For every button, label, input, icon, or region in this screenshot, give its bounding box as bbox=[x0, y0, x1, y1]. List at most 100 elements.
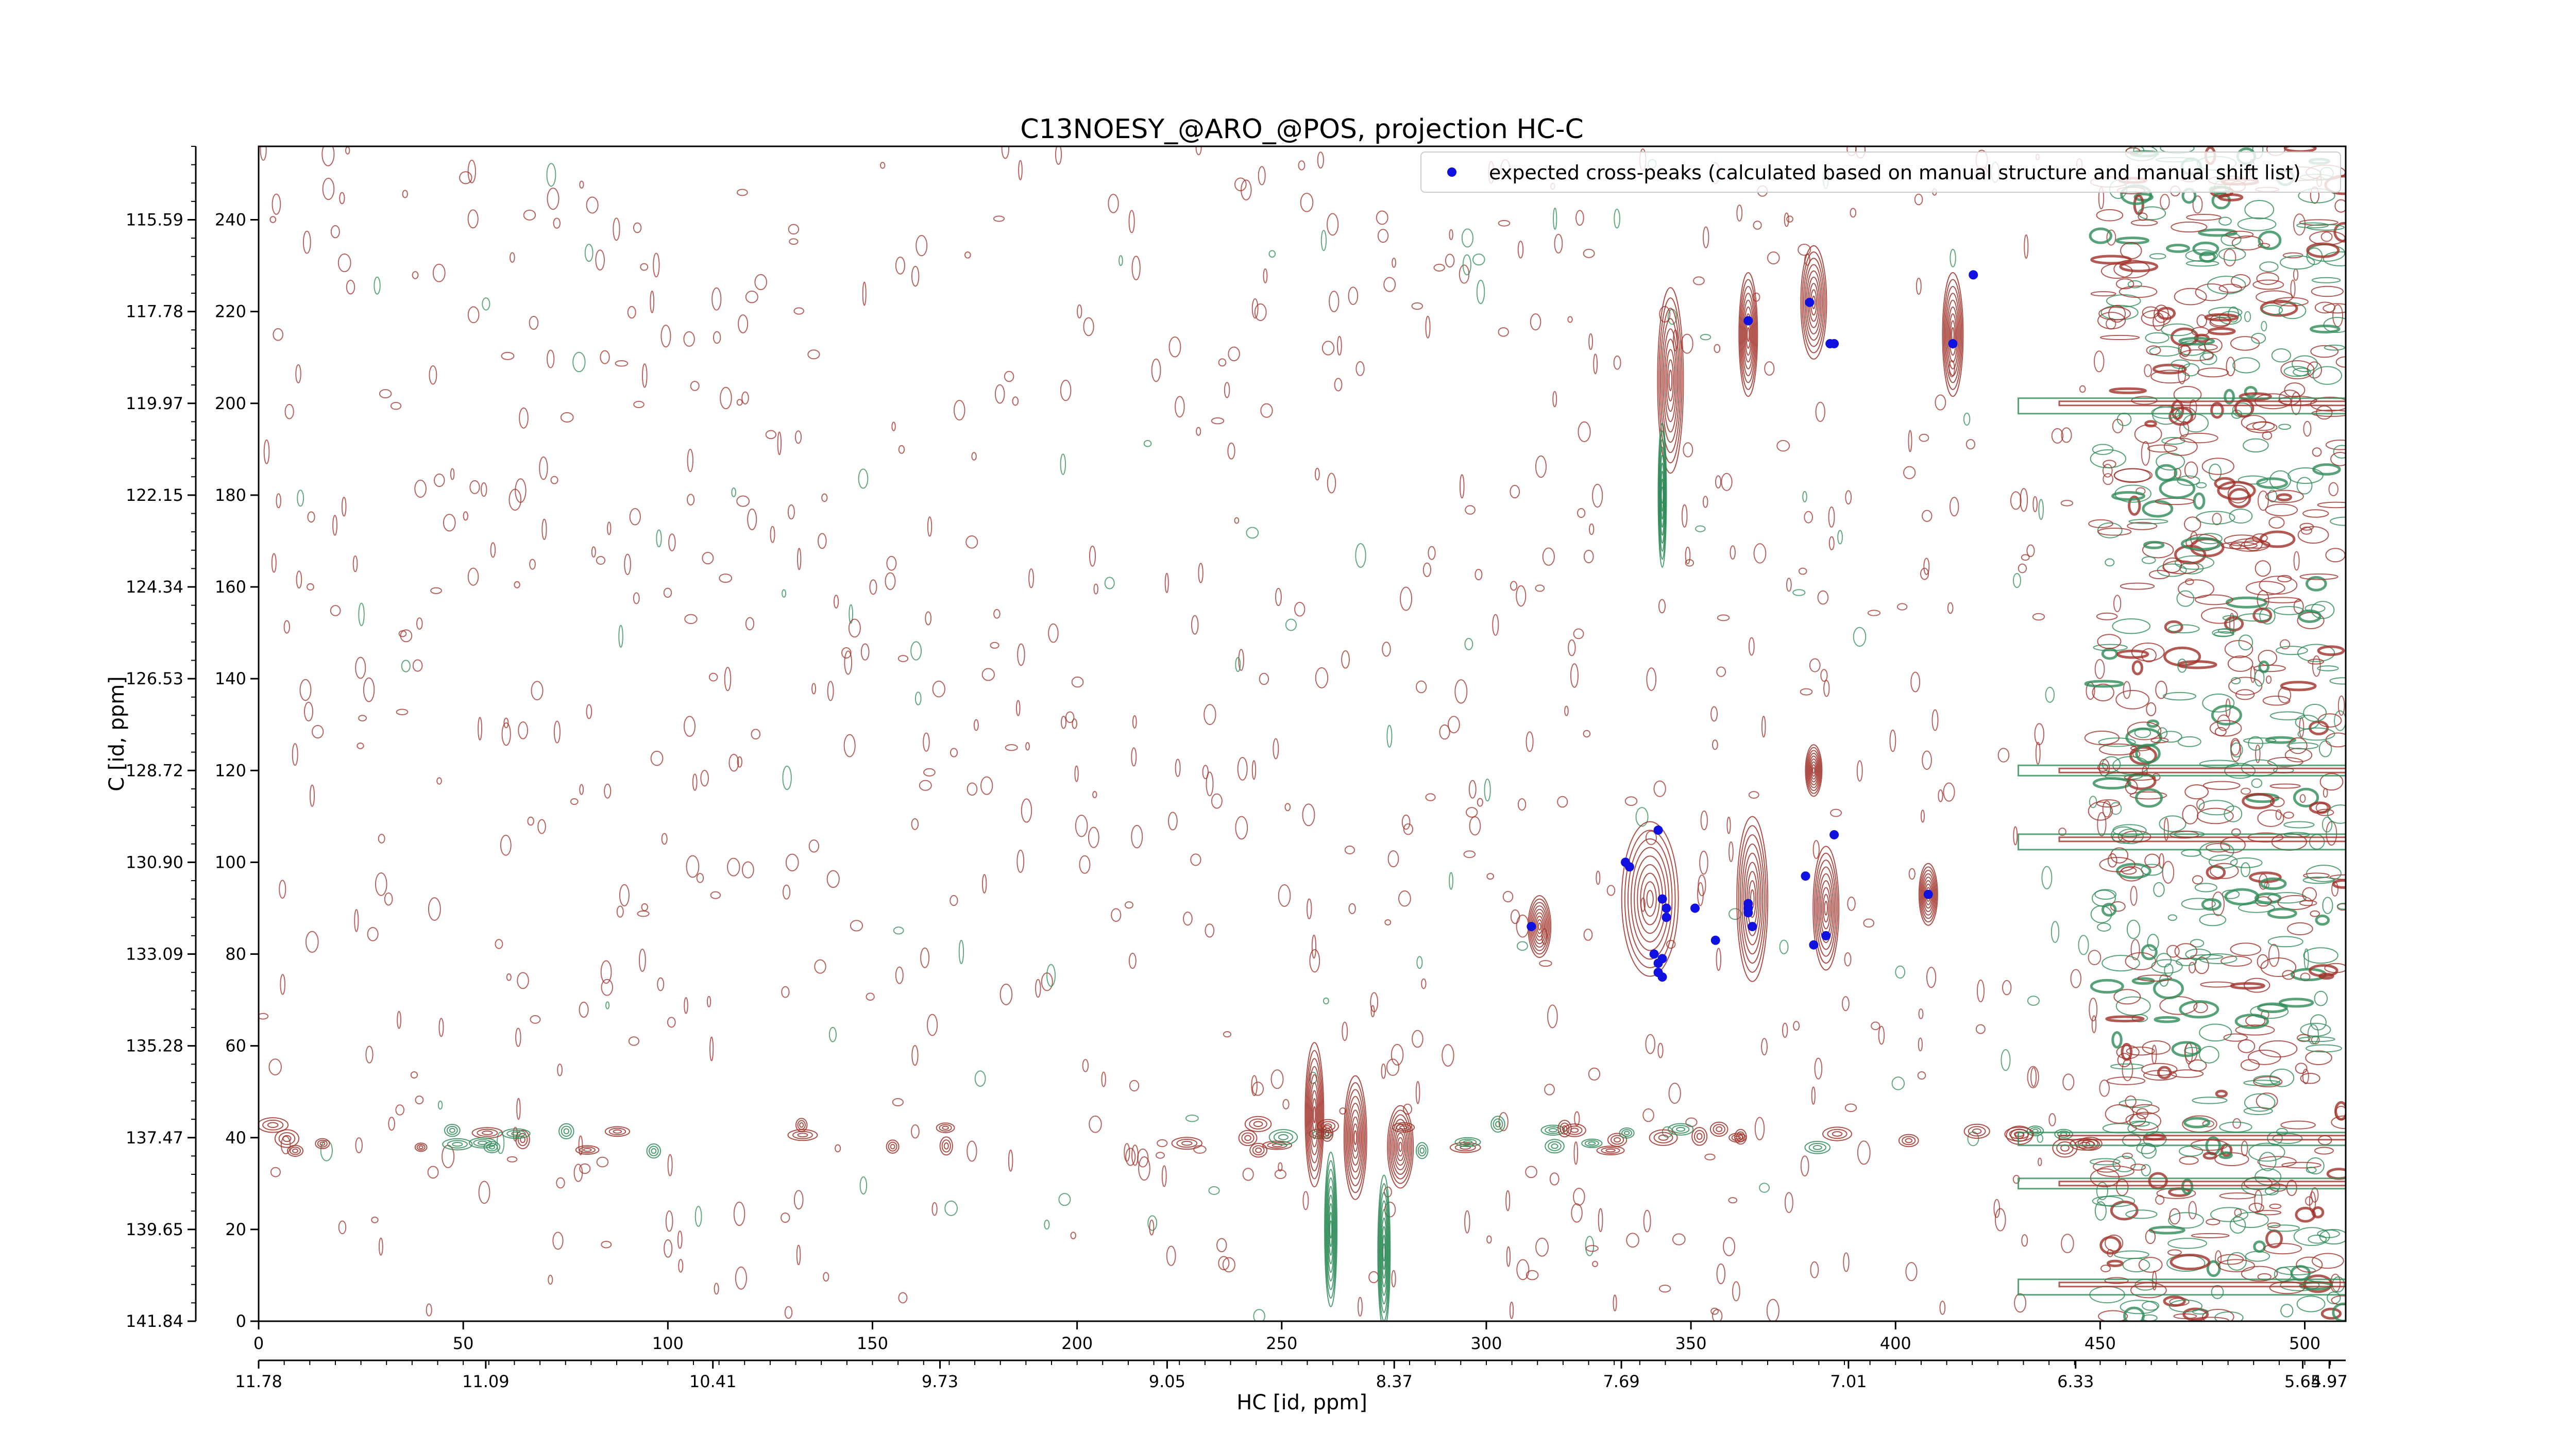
edge-contour bbox=[2116, 649, 2149, 659]
noise-contour bbox=[426, 1303, 432, 1317]
ridge-contour bbox=[414, 1142, 428, 1152]
noise-contour bbox=[518, 721, 529, 739]
edge-contour bbox=[2293, 367, 2311, 377]
edge-contour bbox=[2319, 773, 2344, 791]
edge-contour bbox=[2241, 540, 2270, 549]
edge-contour bbox=[2121, 866, 2137, 875]
noise-contour bbox=[553, 217, 561, 229]
noise-contour bbox=[436, 777, 442, 785]
ridge-contour bbox=[1548, 1141, 1562, 1152]
peak-contour bbox=[1624, 830, 1676, 968]
edge-contour bbox=[2310, 1014, 2327, 1031]
noise-contour bbox=[1896, 603, 1908, 611]
noise-contour bbox=[1208, 1186, 1220, 1195]
streak-contour bbox=[2058, 1181, 2346, 1187]
noise-contour bbox=[1348, 287, 1359, 305]
noise-contour bbox=[1015, 700, 1021, 716]
noise-contour bbox=[1447, 716, 1460, 734]
noise-contour bbox=[1668, 1083, 1681, 1104]
edge-contour bbox=[2131, 1014, 2148, 1022]
edge-contour bbox=[2265, 736, 2296, 744]
peak-contour bbox=[1658, 297, 1683, 464]
edge-contour bbox=[2131, 396, 2158, 405]
noise-contour bbox=[1908, 430, 1912, 452]
edge-contour bbox=[2286, 742, 2319, 750]
peak-contour bbox=[1744, 862, 1760, 936]
edge-contour bbox=[2106, 1259, 2124, 1268]
edge-contour bbox=[2227, 655, 2253, 672]
noise-contour bbox=[927, 516, 933, 537]
edge-contour bbox=[2256, 1092, 2278, 1109]
noise-contour bbox=[642, 363, 648, 388]
edge-contour bbox=[2154, 1016, 2180, 1023]
edge-contour bbox=[2105, 1104, 2134, 1124]
noise-contour bbox=[1798, 243, 1811, 256]
noise-contour bbox=[414, 479, 427, 498]
noise-contour bbox=[1306, 898, 1312, 920]
noise-contour bbox=[1355, 543, 1366, 568]
edge-contour bbox=[2218, 283, 2243, 293]
ridge-contour bbox=[1658, 1134, 1669, 1141]
noise-contour bbox=[686, 855, 700, 878]
noise-contour bbox=[1748, 791, 1759, 799]
edge-contour bbox=[2099, 1236, 2122, 1255]
noise-contour bbox=[911, 1124, 920, 1139]
noise-contour bbox=[1128, 210, 1135, 233]
edge-contour bbox=[2177, 736, 2201, 747]
noise-contour bbox=[1712, 739, 1718, 750]
peak-contour bbox=[1812, 767, 1816, 774]
noise-contour bbox=[591, 546, 596, 558]
noise-contour bbox=[1341, 650, 1350, 669]
edge-contour bbox=[2235, 1024, 2275, 1036]
edge-contour bbox=[2185, 948, 2211, 961]
noise-contour bbox=[284, 403, 294, 419]
noise-contour bbox=[2032, 613, 2045, 621]
edge-contour bbox=[2311, 277, 2341, 283]
edge-contour bbox=[2229, 1216, 2246, 1234]
peak-contour bbox=[1398, 1141, 1402, 1152]
y-ppm-tick-label: 115.59 bbox=[126, 210, 183, 230]
edge-contour bbox=[2303, 872, 2330, 879]
noise-contour bbox=[1466, 807, 1478, 818]
noise-contour bbox=[1392, 257, 1396, 268]
noise-contour bbox=[1646, 667, 1657, 691]
noise-contour bbox=[683, 716, 696, 737]
ridge-contour bbox=[1493, 1118, 1503, 1130]
noise-contour bbox=[1710, 1307, 1719, 1315]
edge-contour bbox=[2230, 942, 2262, 956]
peak-contour bbox=[1310, 1082, 1319, 1148]
edge-contour bbox=[2302, 509, 2329, 518]
edge-contour bbox=[2251, 778, 2263, 788]
noise-contour bbox=[1784, 212, 1789, 227]
noise-contour bbox=[971, 452, 977, 461]
noise-contour bbox=[438, 1018, 444, 1037]
noise-contour bbox=[1175, 396, 1185, 418]
noise-contour bbox=[1645, 1034, 1656, 1054]
noise-contour bbox=[1258, 166, 1266, 186]
edge-contour bbox=[2169, 1300, 2202, 1313]
edge-contour bbox=[2253, 1076, 2283, 1088]
edge-contour bbox=[2153, 363, 2187, 375]
noise-contour bbox=[1224, 382, 1230, 398]
ridge-contour bbox=[1324, 1123, 1332, 1129]
noise-contour bbox=[1101, 1071, 1106, 1087]
edge-contour bbox=[2094, 889, 2117, 900]
noise-contour bbox=[2179, 420, 2190, 437]
noise-contour bbox=[1218, 1256, 1230, 1271]
edge-contour bbox=[2196, 807, 2234, 824]
edge-contour bbox=[2311, 601, 2335, 619]
noise-contour bbox=[1588, 523, 1595, 535]
noise-contour bbox=[469, 480, 480, 494]
noise-contour bbox=[539, 456, 548, 480]
ridge-contour bbox=[1808, 1143, 1826, 1152]
ridge-contour bbox=[1249, 1142, 1268, 1158]
noise-contour bbox=[415, 1096, 424, 1105]
edge-contour bbox=[2263, 1243, 2302, 1255]
noise-contour bbox=[1079, 855, 1091, 874]
edge-contour bbox=[2218, 247, 2246, 261]
noise-contour bbox=[879, 162, 886, 169]
edge-contour bbox=[2299, 573, 2338, 580]
noise-contour bbox=[1567, 316, 1573, 323]
ridge-contour bbox=[1463, 1140, 1473, 1144]
